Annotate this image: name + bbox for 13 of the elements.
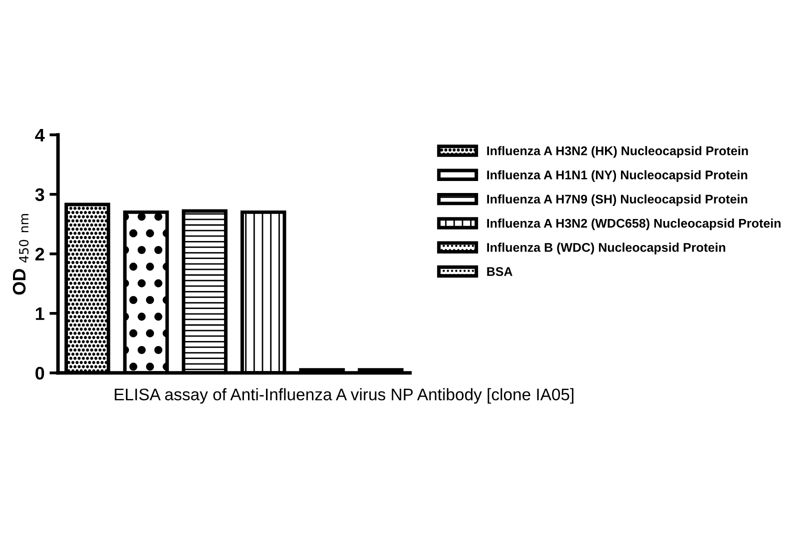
legend-label: Influenza B (WDC) Nucleocapsid Protein bbox=[487, 242, 726, 254]
y-tick-label: 4 bbox=[35, 128, 45, 142]
y-tick-label: 0 bbox=[35, 366, 44, 380]
y-tick-label: 1 bbox=[36, 307, 44, 320]
legend-label: Influenza A H7N9 (SH) Nucleocapsid Protein bbox=[487, 194, 748, 206]
legend-label: Influenza A H3N2 (HK) Nucleocapsid Protein bbox=[487, 146, 748, 158]
y-tick-label: 3 bbox=[35, 188, 44, 202]
y-tick-label: 2 bbox=[35, 248, 44, 260]
legend-label: Influenza A H1N1 (NY) Nucleocapsid Protein bbox=[487, 170, 748, 182]
legend-label: Influenza A H3N2 (WDC658) Nucleocapsid Protein bbox=[487, 218, 781, 230]
y-axis-title: OD $_{450 nm}$ bbox=[12, 214, 29, 295]
text: ELISA assay of Anti-Influenza A virus NP Antibody [clone IA05] bbox=[114, 388, 574, 404]
legend-label: BSA bbox=[487, 267, 512, 276]
